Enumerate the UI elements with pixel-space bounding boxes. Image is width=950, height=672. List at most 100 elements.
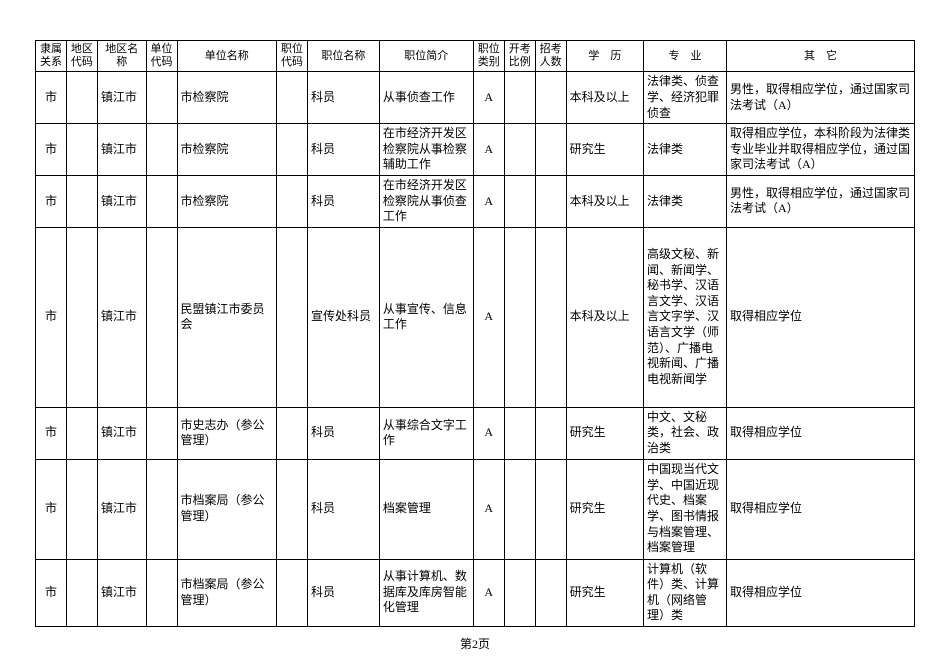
header-row: 隶属关系 地区代码 地区名称 单位代码 单位名称 职位代码 职位名称 职位简介 … xyxy=(36,41,915,72)
table-cell xyxy=(146,407,177,459)
table-cell: 市 xyxy=(36,72,67,124)
table-cell: 从事综合文字工作 xyxy=(379,407,473,459)
table-cell xyxy=(66,559,97,626)
table-cell xyxy=(146,72,177,124)
table-cell: 科员 xyxy=(307,175,379,227)
header-cell: 单位名称 xyxy=(177,41,277,72)
table-cell: 镇江市 xyxy=(97,559,146,626)
header-cell: 地区代码 xyxy=(66,41,97,72)
table-cell: 计算机（软件）类、计算机（网络管理）类 xyxy=(644,559,727,626)
table-cell: 科员 xyxy=(307,559,379,626)
table-cell xyxy=(277,72,308,124)
table-cell xyxy=(535,72,566,124)
table-cell: A xyxy=(473,72,504,124)
page-footer: 第2页 xyxy=(35,635,915,652)
table-cell: 科员 xyxy=(307,459,379,559)
header-cell: 职位代码 xyxy=(277,41,308,72)
table-cell: 市 xyxy=(36,459,67,559)
table-cell xyxy=(146,227,177,407)
table-cell: 从事侦查工作 xyxy=(379,72,473,124)
table-cell: 市档案局（参公管理） xyxy=(177,459,277,559)
table-cell: A xyxy=(473,124,504,176)
table-cell: 市检察院 xyxy=(177,175,277,227)
table-cell xyxy=(277,559,308,626)
table-cell: 高级文秘、新闻、新闻学、秘书学、汉语言文学、汉语言文字学、汉语言文学（师范）、广… xyxy=(644,227,727,407)
table-cell xyxy=(504,175,535,227)
table-body: 市镇江市市检察院科员从事侦查工作A本科及以上法律类、侦查学、经济犯罪侦查男性，取… xyxy=(36,72,915,627)
table-cell: 科员 xyxy=(307,124,379,176)
table-cell: 本科及以上 xyxy=(566,227,643,407)
table-cell: 档案管理 xyxy=(379,459,473,559)
table-cell: 取得相应学位 xyxy=(726,459,914,559)
table-cell: 市检察院 xyxy=(177,124,277,176)
table-cell: 中国现当代文学、中国近现代史、档案学、图书情报与档案管理、档案管理 xyxy=(644,459,727,559)
table-cell: 镇江市 xyxy=(97,175,146,227)
table-cell xyxy=(504,559,535,626)
table-cell: 研究生 xyxy=(566,124,643,176)
header-cell: 其 它 xyxy=(726,41,914,72)
table-cell xyxy=(277,227,308,407)
header-cell: 职位类别 xyxy=(473,41,504,72)
table-cell: 市史志办（参公管理） xyxy=(177,407,277,459)
table-cell: 市 xyxy=(36,559,67,626)
table-cell: A xyxy=(473,459,504,559)
table-cell: 镇江市 xyxy=(97,227,146,407)
table-cell xyxy=(277,175,308,227)
header-cell: 开考比例 xyxy=(504,41,535,72)
table-cell: 法律类、侦查学、经济犯罪侦查 xyxy=(644,72,727,124)
table-cell: 研究生 xyxy=(566,459,643,559)
table-cell: 从事宣传、信息工作 xyxy=(379,227,473,407)
table-cell: 法律类 xyxy=(644,175,727,227)
table-cell: 民盟镇江市委员会 xyxy=(177,227,277,407)
table-cell: 科员 xyxy=(307,407,379,459)
table-cell xyxy=(277,124,308,176)
table-row: 市镇江市市档案局（参公管理）科员从事计算机、数据库及库房智能化管理A研究生计算机… xyxy=(36,559,915,626)
header-cell: 招考人数 xyxy=(535,41,566,72)
table-cell xyxy=(504,407,535,459)
table-cell xyxy=(504,227,535,407)
table-cell: 市 xyxy=(36,175,67,227)
table-cell xyxy=(66,227,97,407)
table-cell: 法律类 xyxy=(644,124,727,176)
table-cell: 镇江市 xyxy=(97,407,146,459)
table-cell: 镇江市 xyxy=(97,459,146,559)
table-cell xyxy=(66,175,97,227)
table-cell xyxy=(277,407,308,459)
table-row: 市镇江市市档案局（参公管理） 科员档案管理A 研究生中国现当代文学、中国近现代史、档… xyxy=(36,459,915,559)
table-cell xyxy=(146,124,177,176)
header-cell: 地区名称 xyxy=(97,41,146,72)
table-cell: 市 xyxy=(36,124,67,176)
table-cell: 科员 xyxy=(307,72,379,124)
data-table: 隶属关系 地区代码 地区名称 单位代码 单位名称 职位代码 职位名称 职位简介 … xyxy=(35,40,915,627)
table-row: 市镇江市市检察院科员在市经济开发区检察院从事检察辅助工作A 研究生法律类取得相应学… xyxy=(36,124,915,176)
table-cell: 镇江市 xyxy=(97,124,146,176)
table-cell: 本科及以上 xyxy=(566,72,643,124)
table-cell: A xyxy=(473,175,504,227)
table-cell: 取得相应学位 xyxy=(726,559,914,626)
table-cell xyxy=(535,459,566,559)
table-cell: 在市经济开发区检察院从事检察辅助工作 xyxy=(379,124,473,176)
table-cell: 宣传处科员 xyxy=(307,227,379,407)
header-cell: 隶属关系 xyxy=(36,41,67,72)
table-cell: 本科及以上 xyxy=(566,175,643,227)
table-cell: 取得相应学位 xyxy=(726,227,914,407)
header-cell: 学 历 xyxy=(566,41,643,72)
table-row: 市镇江市市史志办（参公管理）科员从事综合文字工作A研究生中文、文秘类，社会、政治… xyxy=(36,407,915,459)
header-cell: 专 业 xyxy=(644,41,727,72)
table-cell: 取得相应学位 xyxy=(726,407,914,459)
table-cell: 中文、文秘类，社会、政治类 xyxy=(644,407,727,459)
header-cell: 职位名称 xyxy=(307,41,379,72)
table-cell: 市检察院 xyxy=(177,72,277,124)
table-cell xyxy=(504,72,535,124)
table-cell xyxy=(277,459,308,559)
table-cell xyxy=(146,459,177,559)
table-cell: 取得相应学位，本科阶段为法律类专业毕业并取得相应学位，通过国家司法考试（A） xyxy=(726,124,914,176)
table-cell: 从事计算机、数据库及库房智能化管理 xyxy=(379,559,473,626)
table-cell xyxy=(504,124,535,176)
table-cell xyxy=(146,559,177,626)
table-cell: 研究生 xyxy=(566,407,643,459)
table-row: 市镇江市民盟镇江市委员会宣传处科员从事宣传、信息工作A本科及以上高级文秘、新闻、… xyxy=(36,227,915,407)
table-cell: 市 xyxy=(36,227,67,407)
table-cell xyxy=(535,559,566,626)
table-cell xyxy=(66,72,97,124)
